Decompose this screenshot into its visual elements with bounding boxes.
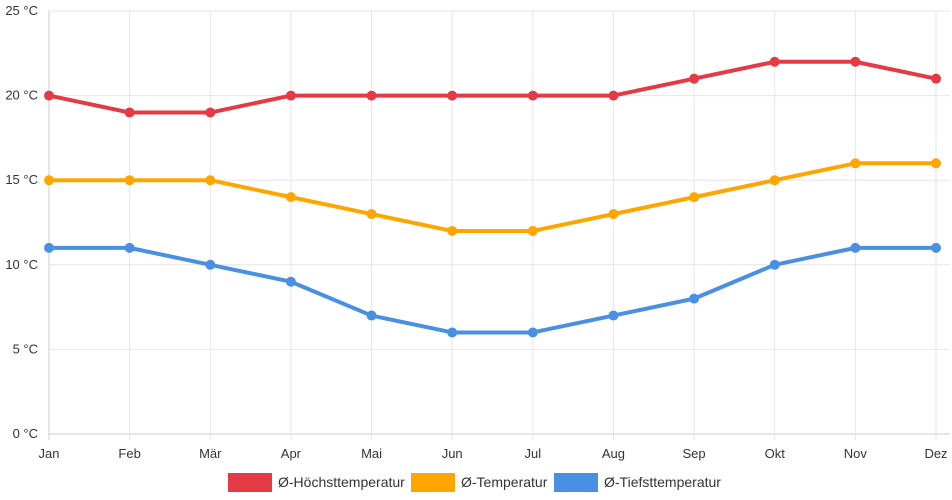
data-point[interactable] [285, 192, 296, 203]
x-tick-label: Jan [39, 446, 60, 461]
data-point[interactable] [527, 90, 538, 101]
legend-item[interactable]: Ø-Tiefsttemperatur [554, 473, 721, 492]
data-point[interactable] [850, 56, 861, 67]
data-point[interactable] [366, 209, 377, 220]
legend-swatch [554, 473, 598, 492]
data-point[interactable] [527, 225, 538, 236]
data-point[interactable] [44, 242, 54, 253]
y-tick-label: 5 °C [13, 341, 38, 356]
data-point[interactable] [850, 158, 861, 169]
series-line [47, 59, 938, 115]
y-axis: 0 °C 5 °C 10 °C 15 °C 20 °C 25 °C [5, 3, 38, 441]
x-tick-label: Aug [602, 446, 625, 461]
x-tick-label: Dez [924, 446, 947, 461]
y-tick-label: 0 °C [13, 426, 38, 441]
legend: Ø-Höchsttemperatur Ø-Temperatur Ø-Tiefstte… [228, 473, 721, 492]
x-tick-label: Jun [442, 446, 463, 461]
data-point[interactable] [285, 276, 296, 287]
data-point[interactable] [366, 90, 377, 101]
x-tick-label: Mai [361, 446, 382, 461]
grid [48, 10, 950, 440]
x-tick-label: Nov [844, 446, 868, 461]
data-point[interactable] [608, 209, 619, 220]
x-tick-label: Sep [683, 446, 706, 461]
series-layer [44, 56, 941, 338]
series-2 [44, 158, 941, 236]
x-tick-label: Okt [765, 446, 786, 461]
series-line [47, 161, 938, 233]
data-point[interactable] [124, 242, 135, 253]
series-line [47, 245, 938, 335]
data-point[interactable] [931, 242, 941, 253]
data-point[interactable] [447, 90, 458, 101]
data-point[interactable] [205, 175, 216, 186]
legend-item[interactable]: Ø-Temperatur [411, 473, 548, 492]
legend-item[interactable]: Ø-Höchsttemperatur [228, 473, 405, 492]
data-point[interactable] [689, 192, 700, 203]
data-point[interactable] [124, 175, 135, 186]
data-point[interactable] [366, 310, 377, 321]
data-point[interactable] [285, 90, 296, 101]
data-point[interactable] [608, 310, 619, 321]
x-tick-label: Mär [199, 446, 222, 461]
legend-label: Ø-Temperatur [461, 474, 548, 490]
legend-swatch [228, 473, 272, 492]
data-point[interactable] [527, 327, 538, 338]
data-point[interactable] [205, 107, 216, 118]
data-point[interactable] [608, 90, 619, 101]
data-point[interactable] [769, 175, 780, 186]
data-point[interactable] [769, 259, 780, 270]
data-point[interactable] [850, 242, 861, 253]
data-point[interactable] [205, 259, 216, 270]
y-tick-label: 25 °C [5, 3, 38, 18]
x-tick-label: Apr [281, 446, 302, 461]
legend-label: Ø-Höchsttemperatur [278, 474, 405, 490]
data-point[interactable] [689, 293, 700, 304]
data-point[interactable] [769, 56, 780, 67]
data-point[interactable] [447, 225, 458, 236]
data-point[interactable] [689, 73, 700, 84]
legend-swatch [411, 473, 455, 492]
data-point[interactable] [44, 175, 54, 186]
x-axis: Jan Feb Mär Apr Mai Jun Jul Aug Sep Okt Nov Dez [39, 446, 948, 461]
y-tick-label: 10 °C [5, 257, 38, 272]
x-tick-label: Feb [118, 446, 140, 461]
x-tick-label: Jul [525, 446, 542, 461]
series-1 [44, 56, 941, 118]
data-point[interactable] [931, 158, 941, 169]
series-3 [44, 242, 941, 338]
legend-label: Ø-Tiefsttemperatur [604, 474, 721, 490]
data-point[interactable] [124, 107, 135, 118]
y-tick-label: 20 °C [5, 88, 38, 103]
data-point[interactable] [931, 73, 941, 84]
data-point[interactable] [447, 327, 458, 338]
data-point[interactable] [44, 90, 54, 101]
y-tick-label: 15 °C [5, 172, 38, 187]
